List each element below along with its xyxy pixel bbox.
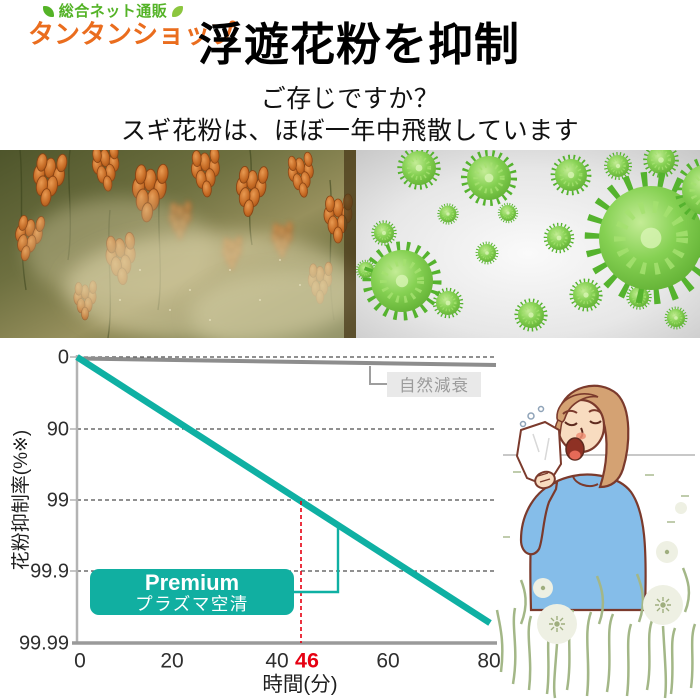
premium-label-connector — [294, 526, 340, 594]
cedar-pollen-photo-art — [0, 150, 356, 338]
premium-label-line1: Premium — [145, 570, 239, 595]
page-title: 浮遊花粉を抑制 — [198, 19, 521, 70]
leaf-icon — [42, 6, 54, 18]
shop-logo-tagline-row: 総合ネット通販 — [28, 4, 198, 20]
y-axis-ticks — [70, 356, 77, 572]
shop-logo-tagline: 総合ネット通販 — [58, 3, 168, 20]
natural-label-connector — [369, 366, 387, 385]
pollen-particles-photo-art — [356, 150, 700, 338]
natural-label-text: 自然減衰 — [399, 376, 469, 395]
sneezing-woman-illustration — [495, 372, 700, 700]
subtitle-line-1: ご存じですか？ — [260, 85, 440, 113]
x-tick-80: 80 — [477, 650, 500, 673]
x-tick-46-highlight: 46 — [295, 649, 319, 673]
premium-series-line — [75, 354, 492, 626]
premium-label-line2: プラズマ空清 — [135, 594, 249, 614]
shop-logo: 総合ネット通販 タンタンショップ — [28, 4, 237, 49]
x-tick-40: 40 — [265, 650, 288, 673]
y-tick-99-9: 99.9 — [30, 561, 69, 583]
x-tick-labels: 0 20 40 60 80 — [74, 650, 501, 673]
y-tick-90: 90 — [47, 419, 69, 441]
chart-svg: 自然減衰 Premium プラズマ空清 0 90 99 99.9 99.99 0… — [10, 347, 501, 697]
premium-label-box — [90, 569, 294, 615]
y-tick-0: 0 — [58, 347, 69, 369]
y-tick-99: 99 — [47, 490, 69, 512]
y-axis-title: 花粉抑制率(%※) — [10, 430, 32, 570]
natural-decay-line — [76, 356, 497, 367]
pollen-suppression-chart: 自然減衰 Premium プラズマ空清 0 90 99 99.9 99.99 0… — [0, 340, 501, 700]
x-tick-20: 20 — [160, 650, 183, 673]
subtitle-line-2: スギ花粉は、ほぼ一年中飛散しています — [120, 117, 580, 145]
x-axis-title: 時間(分) — [262, 673, 337, 696]
y-tick-labels: 0 90 99 99.9 99.99 — [19, 347, 69, 655]
x-tick-0: 0 — [74, 650, 86, 673]
leaf-icon — [172, 6, 184, 18]
natural-label-box — [387, 372, 481, 397]
cedar-pollen-photo — [0, 150, 356, 338]
shop-logo-name: タンタンショップ — [28, 18, 237, 49]
x-tick-60: 60 — [376, 650, 399, 673]
y-tick-99-99: 99.99 — [19, 633, 69, 655]
sneezing-woman-svg — [495, 384, 697, 699]
pollen-particles-photo — [356, 150, 700, 338]
